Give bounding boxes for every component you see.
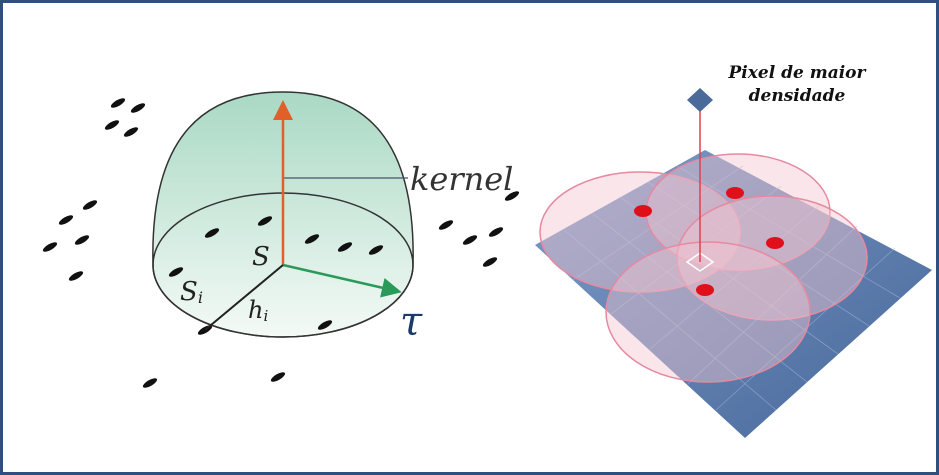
kernel-circles	[539, 153, 868, 383]
label-base: h	[248, 296, 263, 324]
max-pixel	[685, 252, 715, 272]
label-sub: i	[263, 307, 268, 325]
density-points	[634, 187, 784, 296]
center-label: S	[252, 242, 270, 272]
points	[42, 98, 520, 388]
kernel-label: kernel	[410, 160, 513, 198]
density-diagram: Pixel de maior densidade	[535, 63, 932, 438]
pixel-marker	[687, 88, 713, 112]
caption-line: densidade	[749, 86, 846, 106]
distance-label: hi	[248, 296, 268, 325]
label-base: S	[180, 277, 198, 307]
axis-label: τ	[400, 299, 423, 345]
grid-plane	[535, 150, 932, 438]
point-label: Si	[180, 277, 203, 307]
bandwidth-arrow	[282, 263, 402, 298]
caption-line: Pixel de maior	[728, 63, 867, 83]
label-sub: i	[198, 288, 203, 307]
distance-line	[204, 264, 284, 331]
kernel-diagram: kernel S Si hi τ	[42, 91, 520, 388]
